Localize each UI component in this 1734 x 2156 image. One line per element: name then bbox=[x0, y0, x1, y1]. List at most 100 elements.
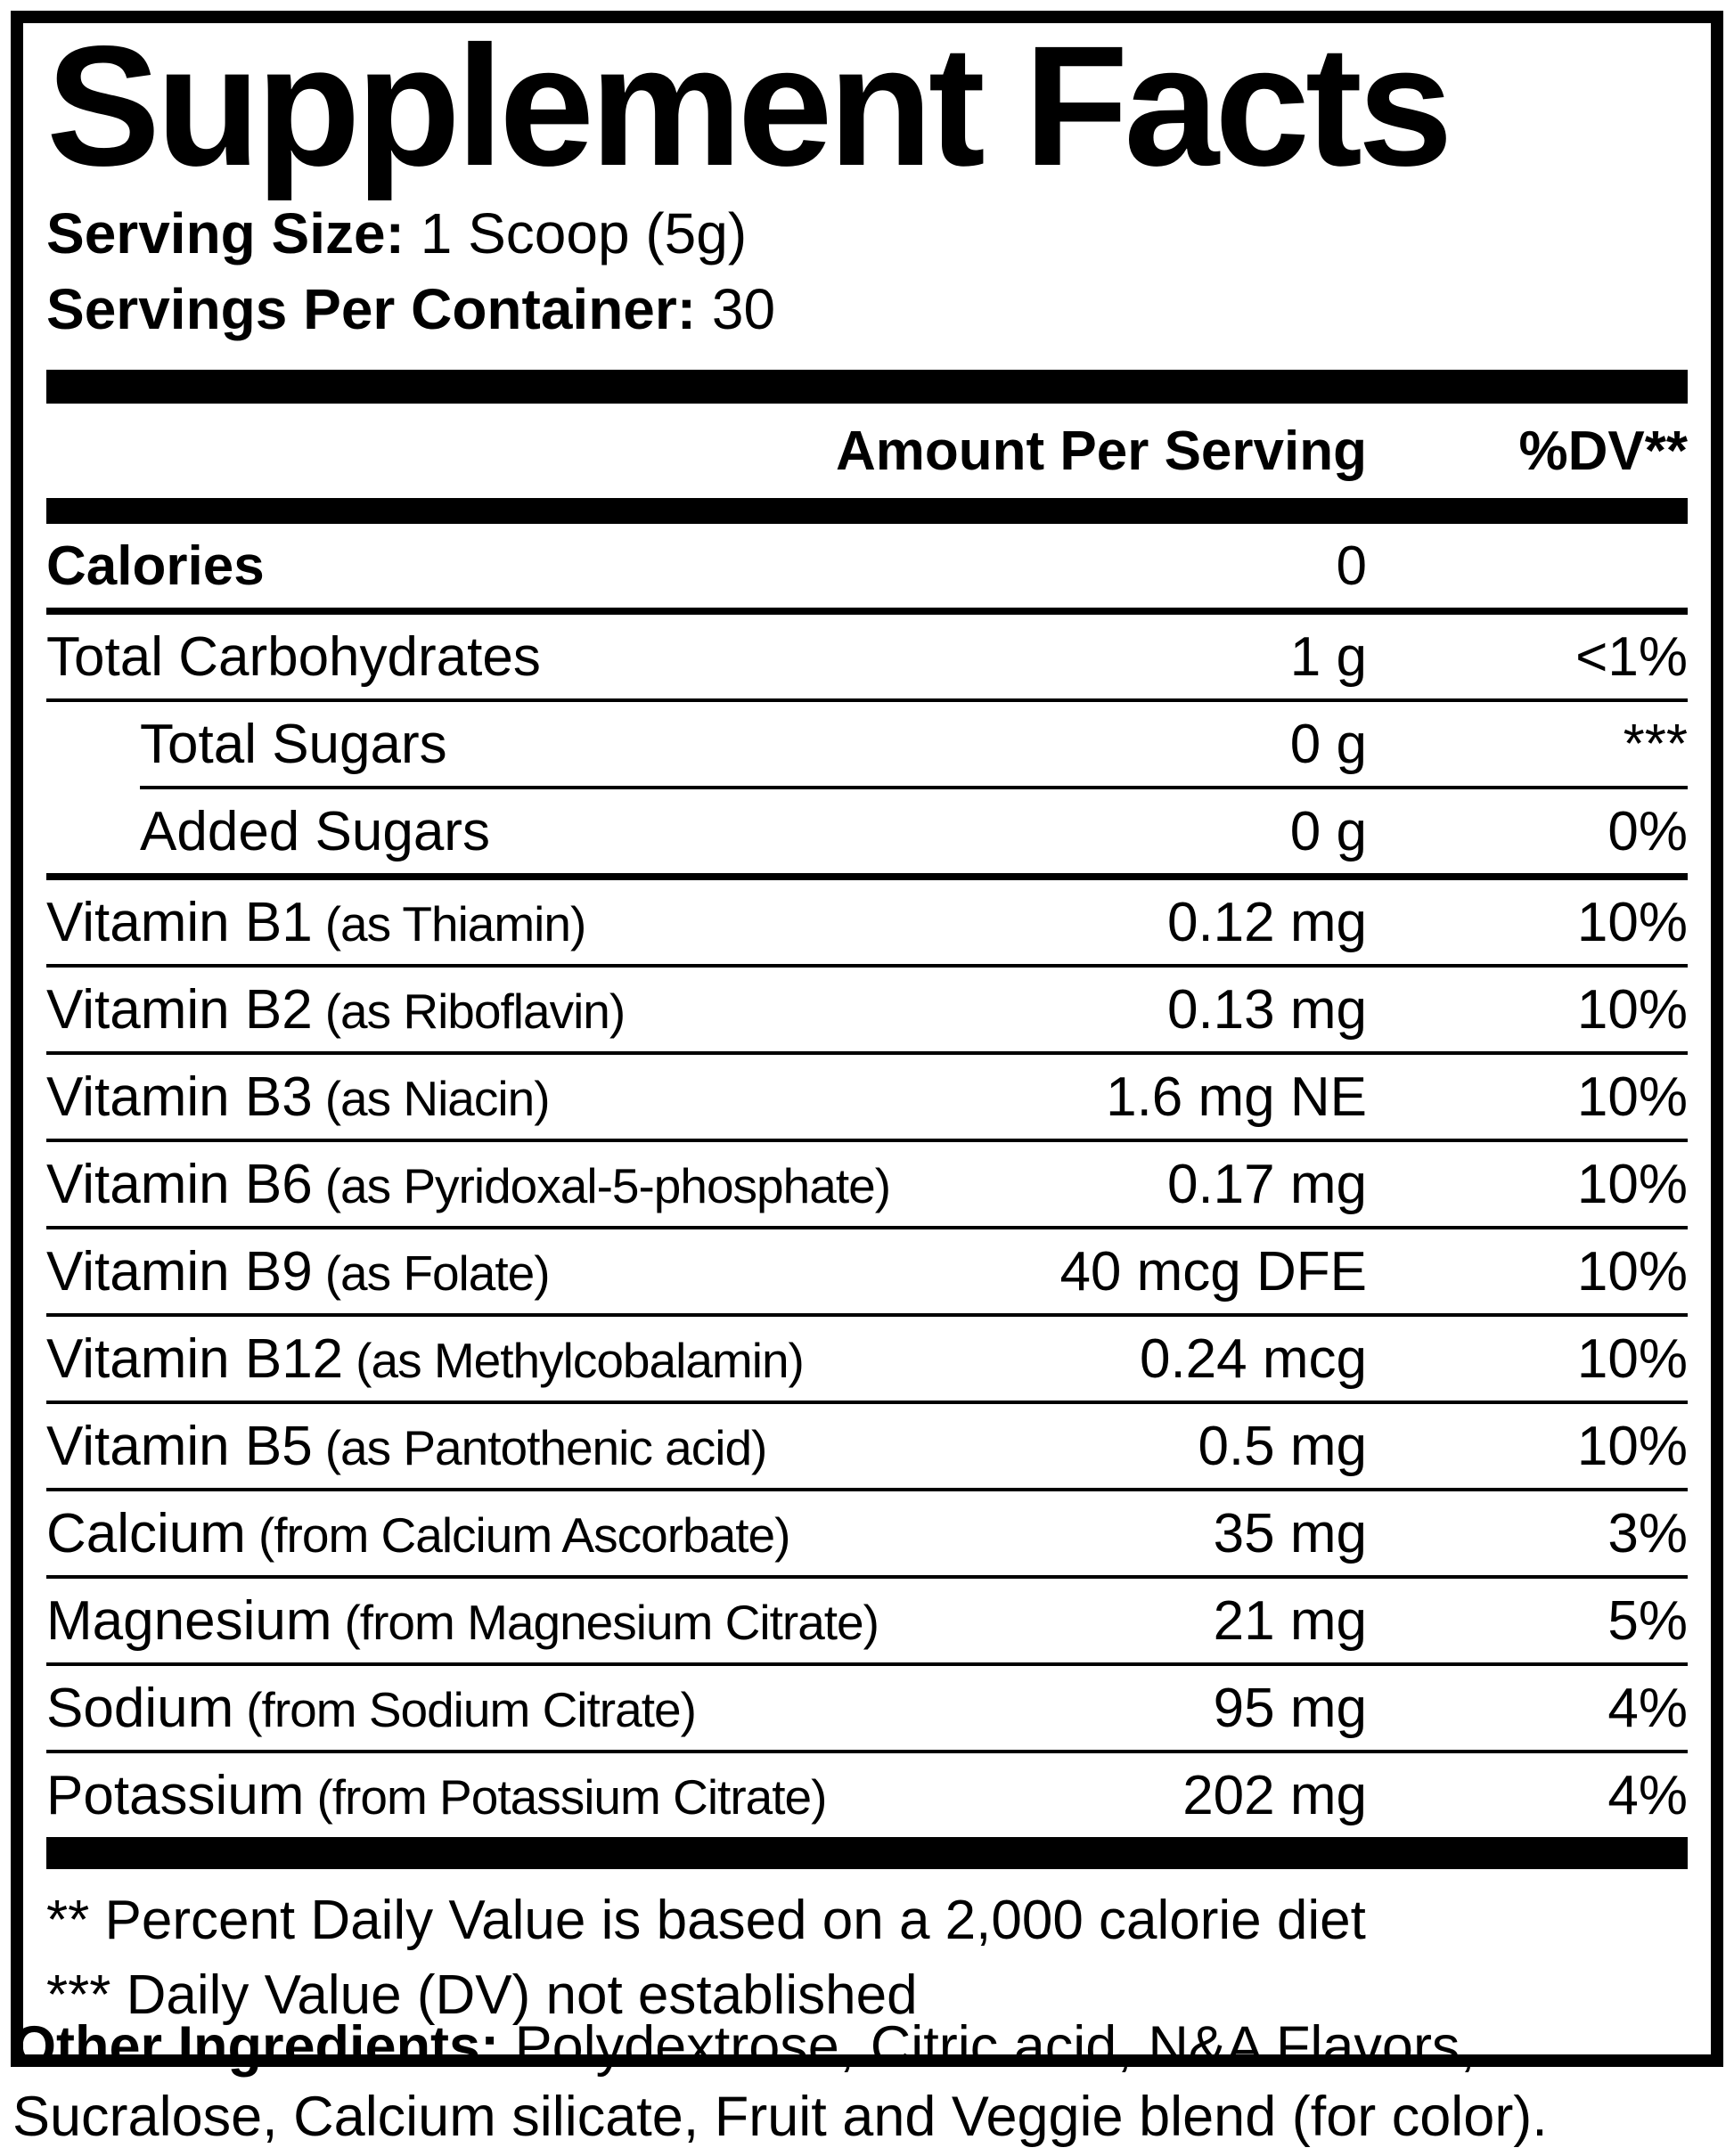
nutrient-dv: 4% bbox=[1607, 1677, 1688, 1739]
nutrient-dv: 4% bbox=[1607, 1764, 1688, 1826]
serving-size-value: 1 Scoop (5g) bbox=[420, 201, 748, 266]
footnote-not-established: *** Daily Value (DV) not established bbox=[46, 1964, 918, 2027]
nutrient-row: Potassium (from Potassium Citrate) 202 mg… bbox=[46, 1753, 1688, 1837]
separator-bar-header bbox=[46, 498, 1688, 525]
nutrient-dv: 10% bbox=[1576, 1066, 1688, 1128]
column-header-row: Amount Per Serving %DV** bbox=[46, 404, 1688, 498]
row-divider bbox=[46, 1662, 1688, 1667]
nutrient-row: Magnesium (from Magnesium Citrate) 21 mg … bbox=[46, 1579, 1688, 1662]
nutrient-dv: *** bbox=[1623, 713, 1688, 775]
servings-per-container-label: Servings Per Container: bbox=[46, 276, 697, 341]
nutrient-dv: 10% bbox=[1576, 1415, 1688, 1477]
nutrient-name: Calories bbox=[46, 535, 265, 597]
nutrient-dv: 10% bbox=[1576, 1327, 1688, 1390]
row-divider bbox=[46, 1401, 1688, 1405]
servings-per-container-line: Servings Per Container: 30 bbox=[46, 272, 1688, 347]
serving-size-label: Serving Size: bbox=[46, 201, 405, 266]
nutrient-name: Vitamin B1 bbox=[46, 891, 313, 953]
row-divider bbox=[46, 1488, 1688, 1492]
nutrient-detail: (as Folate) bbox=[324, 1245, 551, 1301]
nutrient-row: Vitamin B6 (as Pyridoxal-5-phosphate) 0.1… bbox=[46, 1142, 1688, 1226]
other-ingredients: Other Ingredients: Polydextrose, Citric … bbox=[12, 2012, 1720, 2153]
panel-title: Supplement Facts bbox=[46, 10, 1453, 201]
nutrient-detail: (as Pyridoxal-5-phosphate) bbox=[324, 1157, 891, 1213]
nutrient-row: Vitamin B2 (as Riboflavin) 0.13 mg 10% bbox=[46, 968, 1688, 1051]
footnotes: ** Percent Daily Value is based on a 2,0… bbox=[46, 1869, 1688, 2041]
nutrient-row: Total Sugars 0 g *** bbox=[46, 702, 1688, 786]
dv-header: %DV** bbox=[1518, 420, 1688, 482]
nutrient-dv: 0% bbox=[1607, 800, 1688, 862]
nutrient-row: Vitamin B9 (as Folate) 40 mcg DFE 10% bbox=[46, 1229, 1688, 1313]
row-divider bbox=[46, 1051, 1688, 1056]
nutrient-name: Vitamin B12 bbox=[46, 1327, 344, 1390]
nutrient-amount: 0 g bbox=[1289, 800, 1367, 862]
nutrient-row: Vitamin B5 (as Pantothenic acid) 0.5 mg 1… bbox=[46, 1404, 1688, 1488]
nutrient-amount: 40 mcg DFE bbox=[1059, 1240, 1367, 1303]
nutrient-dv: 10% bbox=[1576, 978, 1688, 1041]
row-divider bbox=[46, 608, 1688, 616]
nutrient-name: Calcium bbox=[46, 1502, 246, 1564]
nutrient-amount: 0.24 mcg bbox=[1139, 1327, 1367, 1390]
nutrient-detail: (from Magnesium Citrate) bbox=[344, 1594, 879, 1650]
amount-per-serving-header: Amount Per Serving bbox=[836, 420, 1367, 482]
nutrient-detail: (from Sodium Citrate) bbox=[246, 1681, 697, 1737]
row-divider bbox=[46, 964, 1688, 968]
nutrient-amount: 0.5 mg bbox=[1198, 1415, 1367, 1477]
nutrient-dv: 3% bbox=[1607, 1502, 1688, 1564]
nutrient-amount: 0 g bbox=[1289, 713, 1367, 775]
nutrient-row: Added Sugars 0 g 0% bbox=[46, 789, 1688, 873]
nutrient-row: Total Carbohydrates 1 g <1% bbox=[46, 615, 1688, 698]
separator-bar-top bbox=[46, 370, 1688, 404]
nutrient-dv: 10% bbox=[1576, 1240, 1688, 1303]
nutrient-rows: Calories 0 Total Carbohydrates 1 g <1% T… bbox=[46, 524, 1688, 1837]
footnote-daily-value: ** Percent Daily Value is based on a 2,0… bbox=[46, 1890, 1366, 1952]
nutrient-detail: (as Pantothenic acid) bbox=[324, 1419, 768, 1475]
nutrient-dv: 5% bbox=[1607, 1589, 1688, 1652]
nutrient-amount: 21 mg bbox=[1213, 1589, 1367, 1652]
row-divider bbox=[46, 698, 1688, 703]
nutrient-amount: 0 bbox=[1336, 535, 1367, 597]
nutrient-amount: 0.17 mg bbox=[1166, 1153, 1367, 1215]
nutrient-row: Sodium (from Sodium Citrate) 95 mg 4% bbox=[46, 1666, 1688, 1750]
nutrient-name: Vitamin B3 bbox=[46, 1066, 313, 1128]
nutrient-detail: (from Potassium Citrate) bbox=[316, 1768, 827, 1825]
nutrient-row: Vitamin B3 (as Niacin) 1.6 mg NE 10% bbox=[46, 1055, 1688, 1139]
nutrient-detail: (as Niacin) bbox=[324, 1070, 551, 1126]
other-ingredients-label: Other Ingredients: bbox=[12, 2015, 500, 2078]
serving-size-line: Serving Size: 1 Scoop (5g) bbox=[46, 196, 1688, 271]
row-divider bbox=[46, 1226, 1688, 1230]
nutrient-name: Magnesium bbox=[46, 1589, 332, 1652]
nutrient-amount: 1.6 mg NE bbox=[1106, 1066, 1367, 1128]
nutrient-name: Vitamin B6 bbox=[46, 1153, 313, 1215]
nutrient-name: Sodium bbox=[46, 1677, 234, 1739]
nutrient-name: Vitamin B5 bbox=[46, 1415, 313, 1477]
row-divider bbox=[46, 1139, 1688, 1143]
nutrient-detail: (as Thiamin) bbox=[324, 895, 587, 951]
nutrient-dv: 10% bbox=[1576, 1153, 1688, 1215]
separator-bar-bottom bbox=[46, 1837, 1688, 1870]
nutrient-amount: 1 g bbox=[1289, 625, 1367, 688]
nutrient-name: Total Carbohydrates bbox=[46, 625, 541, 688]
nutrient-row: Vitamin B12 (as Methylcobalamin) 0.24 mcg… bbox=[46, 1317, 1688, 1401]
row-divider bbox=[46, 1313, 1688, 1318]
nutrient-row: Calcium (from Calcium Ascorbate) 35 mg 3% bbox=[46, 1491, 1688, 1575]
nutrient-amount: 95 mg bbox=[1213, 1677, 1367, 1739]
row-divider bbox=[46, 1750, 1688, 1754]
nutrient-name: Total Sugars bbox=[140, 713, 447, 775]
nutrient-detail: (as Methylcobalamin) bbox=[356, 1332, 805, 1388]
nutrient-detail: (as Riboflavin) bbox=[324, 983, 626, 1039]
nutrient-detail: (from Calcium Ascorbate) bbox=[258, 1507, 790, 1563]
supplement-facts-panel: Supplement Facts Serving Size: 1 Scoop (… bbox=[11, 11, 1723, 2067]
nutrient-amount: 0.13 mg bbox=[1166, 978, 1367, 1041]
other-ingredients-text: Polydextrose, Citric acid, N&A Flavors, … bbox=[12, 2015, 1548, 2149]
row-divider bbox=[46, 1575, 1688, 1580]
nutrient-name: Vitamin B2 bbox=[46, 978, 313, 1041]
nutrient-row: Calories 0 bbox=[46, 524, 1688, 608]
nutrient-name: Potassium bbox=[46, 1764, 305, 1826]
nutrient-amount: 0.12 mg bbox=[1166, 891, 1367, 953]
row-divider bbox=[140, 786, 1688, 790]
nutrient-dv: <1% bbox=[1575, 625, 1688, 688]
nutrient-name: Added Sugars bbox=[140, 800, 490, 862]
nutrient-dv: 10% bbox=[1576, 891, 1688, 953]
servings-per-container-value: 30 bbox=[711, 276, 776, 341]
